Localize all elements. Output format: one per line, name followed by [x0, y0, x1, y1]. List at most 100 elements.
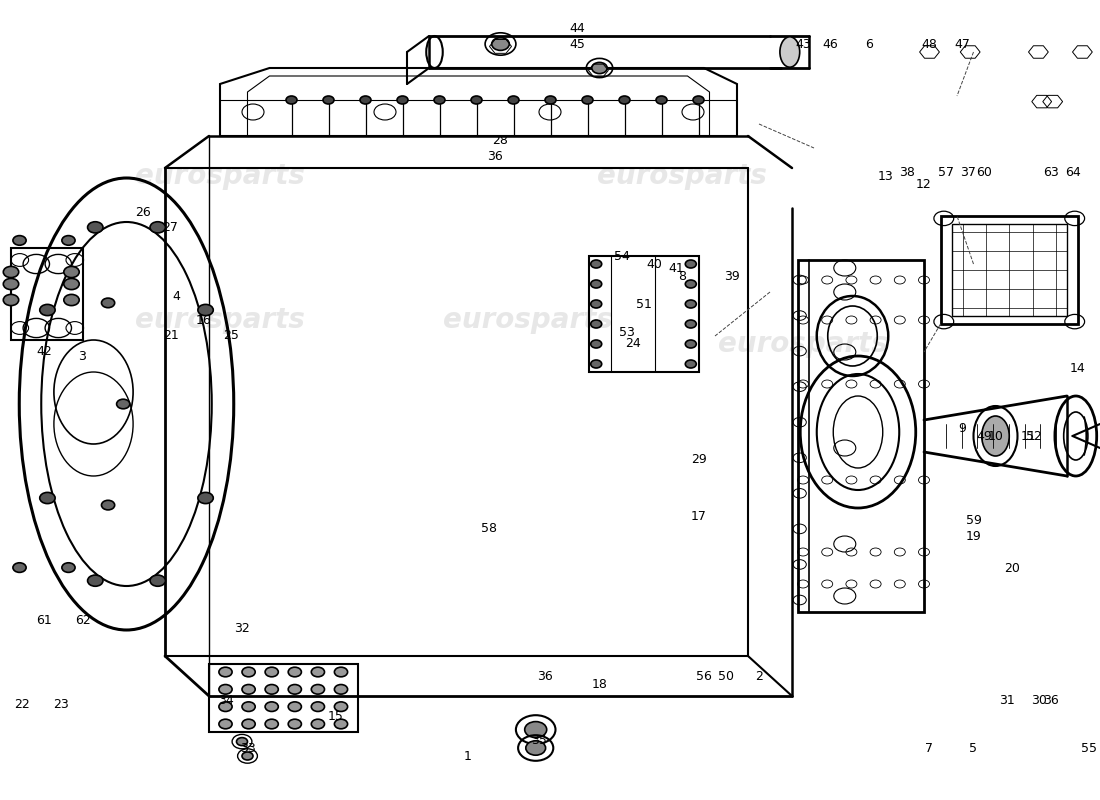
Text: 33: 33 — [240, 742, 255, 754]
Circle shape — [592, 62, 607, 74]
Text: eurosparts: eurosparts — [135, 306, 305, 334]
Text: 52: 52 — [1026, 430, 1042, 442]
Text: 36: 36 — [537, 670, 552, 682]
Text: 54: 54 — [614, 250, 629, 262]
Circle shape — [40, 493, 55, 504]
Circle shape — [101, 500, 114, 510]
Circle shape — [242, 719, 255, 729]
Text: 37: 37 — [960, 166, 976, 178]
Text: 34: 34 — [218, 694, 233, 706]
Circle shape — [685, 260, 696, 268]
Circle shape — [242, 752, 253, 760]
Text: 56: 56 — [696, 670, 712, 682]
Text: 57: 57 — [938, 166, 954, 178]
Text: eurosparts: eurosparts — [597, 162, 767, 190]
Circle shape — [471, 96, 482, 104]
Circle shape — [3, 294, 19, 306]
Circle shape — [434, 96, 446, 104]
Circle shape — [265, 702, 278, 711]
Circle shape — [685, 280, 696, 288]
Circle shape — [685, 320, 696, 328]
Text: 62: 62 — [75, 614, 90, 626]
Text: 20: 20 — [1004, 562, 1020, 574]
Bar — [209, 664, 358, 732]
Text: 42: 42 — [36, 346, 52, 358]
Text: 18: 18 — [592, 678, 607, 690]
Circle shape — [198, 305, 213, 316]
Circle shape — [591, 280, 602, 288]
Circle shape — [544, 96, 556, 104]
Text: 39: 39 — [724, 270, 739, 282]
Text: 30: 30 — [1032, 694, 1047, 706]
Bar — [940, 216, 1078, 324]
Circle shape — [62, 236, 75, 246]
Text: 26: 26 — [135, 206, 151, 218]
Text: 17: 17 — [691, 510, 706, 522]
Circle shape — [88, 575, 103, 586]
Circle shape — [591, 300, 602, 308]
Circle shape — [101, 298, 114, 308]
Text: 50: 50 — [718, 670, 734, 682]
Bar — [11, 248, 82, 340]
Circle shape — [685, 360, 696, 368]
Text: 11: 11 — [1021, 430, 1036, 442]
Circle shape — [265, 685, 278, 694]
Circle shape — [13, 236, 26, 246]
Circle shape — [397, 96, 408, 104]
Text: 3: 3 — [78, 350, 87, 362]
Circle shape — [198, 493, 213, 504]
Text: 35: 35 — [531, 734, 547, 746]
Text: 14: 14 — [1070, 362, 1086, 374]
Circle shape — [311, 667, 324, 677]
Circle shape — [286, 96, 297, 104]
Text: 21: 21 — [163, 330, 178, 342]
Circle shape — [334, 685, 348, 694]
Circle shape — [656, 96, 667, 104]
Text: 9: 9 — [958, 422, 967, 434]
Bar — [952, 224, 1067, 316]
Text: 36: 36 — [1043, 694, 1058, 706]
Circle shape — [3, 278, 19, 290]
Text: 23: 23 — [53, 698, 68, 710]
Circle shape — [219, 685, 232, 694]
Text: 55: 55 — [1081, 742, 1097, 754]
Text: 16: 16 — [196, 314, 211, 326]
Text: 60: 60 — [977, 166, 992, 178]
Ellipse shape — [981, 416, 1010, 456]
Circle shape — [13, 562, 26, 572]
Circle shape — [242, 685, 255, 694]
Circle shape — [525, 722, 547, 738]
Circle shape — [242, 667, 255, 677]
Circle shape — [62, 562, 75, 572]
Text: 43: 43 — [795, 38, 811, 50]
Text: 4: 4 — [172, 290, 180, 302]
Circle shape — [219, 667, 232, 677]
Text: 36: 36 — [487, 150, 503, 162]
Circle shape — [64, 294, 79, 306]
Text: 13: 13 — [878, 170, 893, 182]
Circle shape — [288, 719, 301, 729]
Text: 46: 46 — [823, 38, 838, 50]
Circle shape — [40, 305, 55, 316]
Circle shape — [591, 340, 602, 348]
Text: 51: 51 — [636, 298, 651, 310]
Text: eurosparts: eurosparts — [135, 162, 305, 190]
Circle shape — [64, 278, 79, 290]
Text: 53: 53 — [619, 326, 635, 338]
Text: 25: 25 — [223, 330, 239, 342]
Circle shape — [591, 360, 602, 368]
Text: 41: 41 — [669, 262, 684, 274]
Circle shape — [360, 96, 371, 104]
Circle shape — [288, 702, 301, 711]
Circle shape — [311, 702, 324, 711]
Circle shape — [3, 266, 19, 278]
Circle shape — [88, 222, 103, 233]
Text: 64: 64 — [1065, 166, 1080, 178]
Text: 27: 27 — [163, 222, 178, 234]
Text: 19: 19 — [966, 530, 981, 542]
Circle shape — [219, 702, 232, 711]
Circle shape — [508, 96, 519, 104]
Circle shape — [311, 719, 324, 729]
Text: 5: 5 — [969, 742, 978, 754]
Text: eurosparts: eurosparts — [443, 306, 613, 334]
